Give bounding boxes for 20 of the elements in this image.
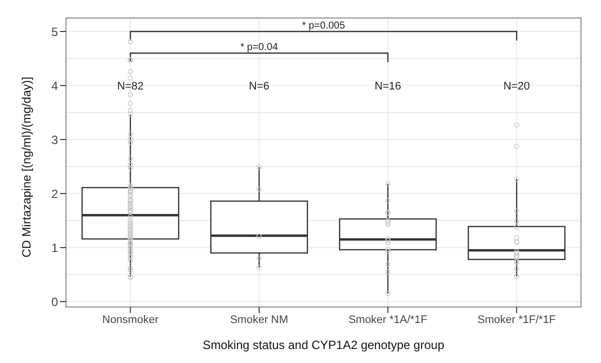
y-tick-label: 0 bbox=[51, 294, 58, 309]
significance-bracket: * p=0.005 bbox=[130, 20, 518, 40]
annotation: * p=0.04 bbox=[240, 42, 278, 54]
annotation: N=6 bbox=[248, 80, 270, 93]
annotation: * p=0.005 bbox=[302, 20, 346, 32]
x-tick-label: Nonsmoker bbox=[102, 314, 159, 326]
x-axis-title: Smoking status and CYP1A2 genotype group bbox=[202, 338, 445, 352]
x-tick-label: Smoker *1F/*1F bbox=[478, 314, 556, 326]
y-tick-label: 1 bbox=[51, 240, 58, 255]
y-tick-label: 3 bbox=[51, 132, 58, 147]
y-tick-label: 5 bbox=[51, 24, 58, 39]
significance-bracket: * p=0.04 bbox=[130, 42, 388, 62]
y-tick-label: 2 bbox=[51, 186, 58, 201]
annotation: N=20 bbox=[503, 80, 530, 93]
y-axis-title: CD Mirtazapine [(ng/ml)/(mg/day)] bbox=[19, 76, 34, 258]
x-tick-label: Smoker *1A/*1F bbox=[348, 314, 428, 326]
annotation: N=16 bbox=[374, 80, 402, 93]
annotation: N=82 bbox=[117, 80, 144, 93]
x-tick-label: Smoker NM bbox=[230, 314, 288, 326]
y-tick-label: 4 bbox=[51, 78, 58, 93]
